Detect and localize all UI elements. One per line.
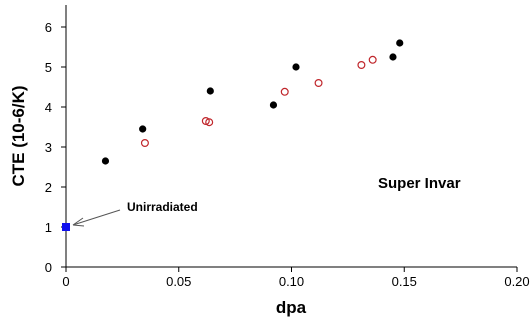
x-axis-title: dpa bbox=[276, 298, 307, 317]
y-tick-label: 4 bbox=[45, 100, 52, 115]
data-point-open-circle bbox=[357, 60, 366, 69]
data-point-open-circle bbox=[314, 78, 323, 87]
data-point-open-circle bbox=[201, 116, 210, 125]
data-point-open-circle bbox=[140, 139, 149, 148]
x-ticks: 0 0.05 0.10 0.15 0.20 bbox=[62, 267, 530, 289]
data-point-filled-circle bbox=[292, 63, 300, 71]
unirradiated-annotation: Unirradiated bbox=[72, 200, 198, 227]
data-point-open-circle bbox=[280, 87, 289, 96]
super-invar-label: Super Invar bbox=[378, 175, 461, 192]
data-point-square bbox=[62, 223, 70, 231]
x-tick-label: 0.15 bbox=[392, 274, 417, 289]
axes: 0 0.05 0.10 0.15 0.20 0 1 2 3 4 5 6 bbox=[45, 5, 530, 289]
data-point-filled-circle bbox=[389, 53, 397, 61]
y-tick-label: 5 bbox=[45, 60, 52, 75]
y-tick-label: 6 bbox=[45, 20, 52, 35]
unirradiated-arrowhead bbox=[72, 217, 85, 227]
unirradiated-arrow bbox=[72, 209, 121, 226]
x-tick-label: 0.05 bbox=[166, 274, 191, 289]
unirradiated-label: Unirradiated bbox=[127, 200, 198, 214]
data-point-filled-circle bbox=[269, 101, 278, 109]
x-tick-label: 0 bbox=[62, 274, 69, 289]
data-point-open-circle bbox=[205, 118, 214, 127]
data-point-filled-circle bbox=[101, 157, 110, 165]
y-tick-label: 1 bbox=[45, 220, 52, 235]
y-tick-label: 2 bbox=[45, 180, 52, 195]
data-point-filled-circle bbox=[396, 39, 404, 47]
y-tick-label: 3 bbox=[45, 140, 52, 155]
y-ticks: 0 1 2 3 4 5 6 bbox=[45, 20, 66, 275]
data-point-filled-circle bbox=[139, 125, 147, 133]
data-points bbox=[62, 39, 404, 231]
y-tick-label: 0 bbox=[45, 260, 52, 275]
data-point-open-circle bbox=[368, 55, 377, 64]
x-tick-label: 0.20 bbox=[504, 274, 529, 289]
data-point-filled-circle bbox=[206, 87, 214, 95]
y-axis-title: CTE (10-6/K) bbox=[9, 85, 28, 186]
x-tick-label: 0.10 bbox=[279, 274, 304, 289]
